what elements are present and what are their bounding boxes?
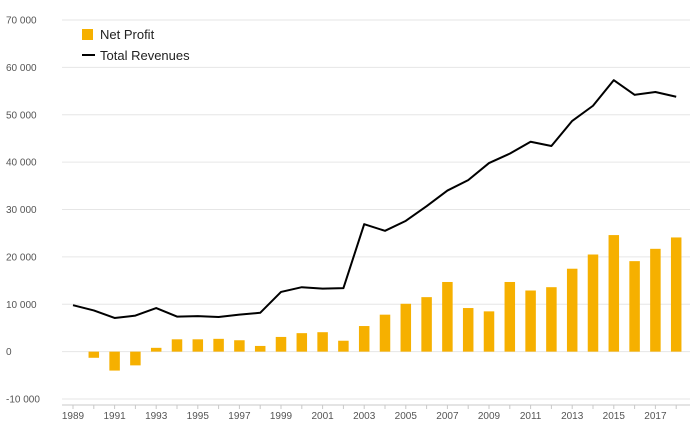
- x-tick-label: 2007: [436, 411, 459, 422]
- legend-label-total-revenues: Total Revenues: [100, 48, 190, 63]
- net-profit-bar: [109, 351, 120, 371]
- net-profit-bar: [629, 261, 640, 352]
- y-tick-label: 40 000: [6, 158, 37, 169]
- net-profit-bar: [442, 281, 453, 352]
- net-profit-bar: [650, 248, 661, 352]
- net-profit-bar: [400, 303, 412, 352]
- x-tick-label: 2009: [478, 411, 501, 422]
- total-revenues-line: [72, 79, 677, 319]
- net-profit-bar: [88, 351, 100, 358]
- net-profit-bar: [566, 268, 578, 352]
- net-profit-bar: [317, 332, 328, 352]
- x-tick-label: 1993: [145, 411, 168, 422]
- x-tick-label: 1989: [62, 411, 85, 422]
- x-tick-label: 2001: [311, 411, 334, 422]
- x-tick-label: 2013: [561, 411, 584, 422]
- net-profit-bar: [421, 297, 432, 352]
- y-tick-label: 50 000: [6, 110, 37, 121]
- x-tick-label: 2005: [395, 411, 418, 422]
- y-tick-label: 10 000: [6, 300, 37, 311]
- net-profit-bar: [504, 281, 516, 352]
- net-profit-bar: [171, 339, 183, 352]
- net-profit-bar: [296, 333, 308, 352]
- net-profit-bars: [88, 235, 682, 371]
- x-tick-label: 1991: [103, 411, 126, 422]
- x-tick-label: 2017: [644, 411, 667, 422]
- net-profit-bar: [462, 308, 474, 352]
- net-profit-bar: [670, 237, 682, 352]
- gridlines: [62, 19, 690, 400]
- legend-swatch-net-profit: [82, 29, 93, 40]
- net-profit-bar: [379, 314, 391, 352]
- x-axis: 1989 1991 1993 1995 1997 1999 2001 2003 2005 2007…: [62, 404, 690, 422]
- y-tick-label: 60 000: [6, 63, 37, 74]
- net-profit-bar: [546, 287, 557, 352]
- y-tick-label: 30 000: [6, 205, 37, 216]
- net-profit-bar: [150, 347, 162, 352]
- net-profit-bar: [213, 338, 224, 352]
- x-tick-label: 1997: [228, 411, 251, 422]
- net-profit-bar: [483, 311, 495, 352]
- net-profit-bar: [525, 290, 536, 352]
- net-profit-bar: [192, 339, 204, 352]
- y-tick-label: -10 000: [6, 395, 40, 406]
- net-profit-bar: [234, 340, 245, 352]
- y-tick-label: 20 000: [6, 252, 37, 263]
- total-revenues-line-group: [72, 79, 677, 319]
- y-axis-ticks: -10 000 0 10 000 20 000 30 000 40 000 50 000 60…: [6, 16, 40, 406]
- y-tick-label: 70 000: [6, 16, 37, 27]
- x-tick-label: 2015: [603, 411, 626, 422]
- legend-label-net-profit: Net Profit: [100, 27, 155, 42]
- net-profit-bar: [358, 326, 370, 352]
- net-profit-bar: [338, 340, 349, 352]
- x-tick-label: 1995: [187, 411, 210, 422]
- x-tick-label: 2003: [353, 411, 376, 422]
- net-profit-bar: [130, 351, 141, 366]
- net-profit-bar: [254, 345, 266, 352]
- y-tick-label: 0: [6, 347, 12, 358]
- net-profit-bar: [587, 254, 599, 352]
- x-tick-label: 2011: [520, 411, 542, 422]
- net-profit-bar: [608, 235, 620, 352]
- x-tick-label: 1999: [270, 411, 293, 422]
- legend: Net Profit Total Revenues: [82, 27, 190, 63]
- net-profit-bar: [275, 336, 287, 352]
